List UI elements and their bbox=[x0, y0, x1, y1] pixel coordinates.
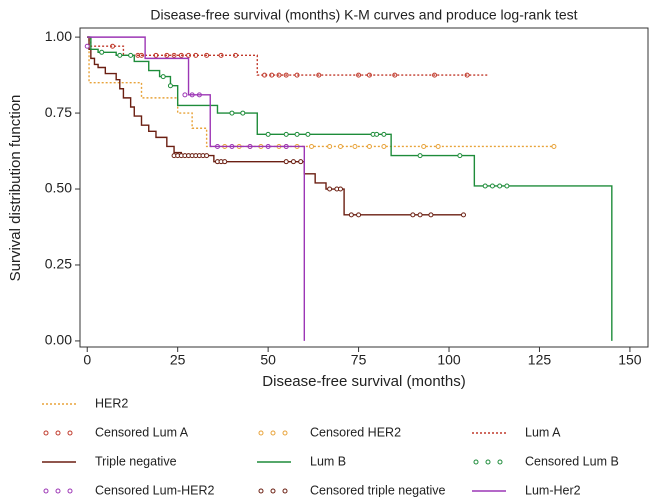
censored-point bbox=[417, 212, 423, 218]
censored-point bbox=[298, 159, 304, 165]
x-axis-label: Disease-free survival (months) bbox=[262, 373, 465, 390]
legend-label: Lum A bbox=[525, 425, 561, 439]
censored-point bbox=[428, 212, 434, 218]
y-tick-label: 0.50 bbox=[45, 180, 72, 196]
y-tick-label: 0.00 bbox=[45, 332, 72, 348]
censored-point bbox=[356, 212, 362, 218]
censored-point bbox=[84, 43, 90, 49]
legend-swatch bbox=[67, 430, 73, 436]
censored-point bbox=[417, 153, 423, 159]
censored-point bbox=[410, 212, 416, 218]
y-tick-label: 0.25 bbox=[45, 256, 72, 272]
survival-curve bbox=[87, 36, 306, 341]
legend-swatch bbox=[473, 459, 479, 465]
x-tick-label: 125 bbox=[528, 352, 552, 368]
survival-curve bbox=[87, 36, 613, 341]
censored-point bbox=[457, 153, 463, 159]
censored-point bbox=[160, 74, 166, 80]
legend-label: Censored Lum-HER2 bbox=[95, 483, 215, 497]
legend-swatch bbox=[55, 488, 61, 494]
x-tick-label: 50 bbox=[260, 352, 276, 368]
censored-point bbox=[327, 143, 333, 149]
legend-label: Censored triple negative bbox=[310, 483, 446, 497]
censored-point bbox=[381, 143, 387, 149]
censored-point bbox=[240, 110, 246, 116]
censored-point bbox=[337, 186, 343, 192]
y-tick-label: 1.00 bbox=[45, 28, 72, 44]
censored-point bbox=[117, 52, 123, 58]
censored-point bbox=[352, 143, 358, 149]
legend-swatch bbox=[270, 430, 276, 436]
censored-point bbox=[204, 153, 210, 159]
censored-point bbox=[482, 183, 488, 189]
censored-point bbox=[265, 131, 271, 137]
plot-frame bbox=[79, 27, 649, 348]
legend-swatch bbox=[43, 430, 49, 436]
survival-curve bbox=[87, 36, 489, 76]
x-tick-label: 25 bbox=[170, 352, 186, 368]
chart-title: Disease-free survival (months) K-M curve… bbox=[150, 7, 577, 23]
censored-point bbox=[99, 49, 105, 55]
x-tick-label: 75 bbox=[351, 352, 367, 368]
censored-point bbox=[309, 143, 315, 149]
censored-point bbox=[348, 212, 354, 218]
censored-point bbox=[283, 131, 289, 137]
x-tick-label: 0 bbox=[83, 352, 91, 368]
x-tick-label: 150 bbox=[618, 352, 642, 368]
censored-point bbox=[497, 183, 503, 189]
censored-point bbox=[337, 143, 343, 149]
legend-label: Lum B bbox=[310, 454, 346, 468]
censored-point bbox=[366, 143, 372, 149]
legend-swatch bbox=[270, 488, 276, 494]
legend-swatch bbox=[55, 430, 61, 436]
censored-point bbox=[551, 143, 557, 149]
censored-point bbox=[305, 131, 311, 137]
censored-point bbox=[222, 159, 228, 165]
censored-point bbox=[167, 83, 173, 89]
censored-point bbox=[283, 159, 289, 165]
legend-label: Triple negative bbox=[95, 454, 177, 468]
legend-swatch bbox=[485, 459, 491, 465]
censored-point bbox=[128, 52, 134, 58]
legend-swatch bbox=[258, 430, 264, 436]
legend-swatch bbox=[67, 488, 73, 494]
y-axis-label: Survival distribution function bbox=[7, 95, 24, 282]
legend-label: Censored Lum A bbox=[95, 425, 189, 439]
legend-swatch bbox=[282, 430, 288, 436]
legend-label: Censored Lum B bbox=[525, 454, 619, 468]
censored-point bbox=[229, 110, 235, 116]
censored-point bbox=[381, 131, 387, 137]
censored-point bbox=[489, 183, 495, 189]
censored-point bbox=[460, 212, 466, 218]
legend-swatch bbox=[282, 488, 288, 494]
legend-label: Censored HER2 bbox=[310, 425, 401, 439]
censored-point bbox=[374, 131, 380, 137]
censored-point bbox=[421, 143, 427, 149]
censored-point bbox=[435, 143, 441, 149]
censored-point bbox=[294, 131, 300, 137]
x-tick-label: 100 bbox=[437, 352, 461, 368]
y-tick-label: 0.75 bbox=[45, 104, 72, 120]
censored-point bbox=[504, 183, 510, 189]
censored-point bbox=[182, 92, 188, 98]
survival-curve bbox=[87, 36, 554, 148]
legend-swatch bbox=[497, 459, 503, 465]
legend-swatch bbox=[258, 488, 264, 494]
legend-label: HER2 bbox=[95, 396, 128, 410]
censored-point bbox=[290, 159, 296, 165]
legend-label: Lum-Her2 bbox=[525, 483, 581, 497]
survival-curve bbox=[87, 36, 464, 216]
legend-swatch bbox=[43, 488, 49, 494]
censored-point bbox=[327, 186, 333, 192]
